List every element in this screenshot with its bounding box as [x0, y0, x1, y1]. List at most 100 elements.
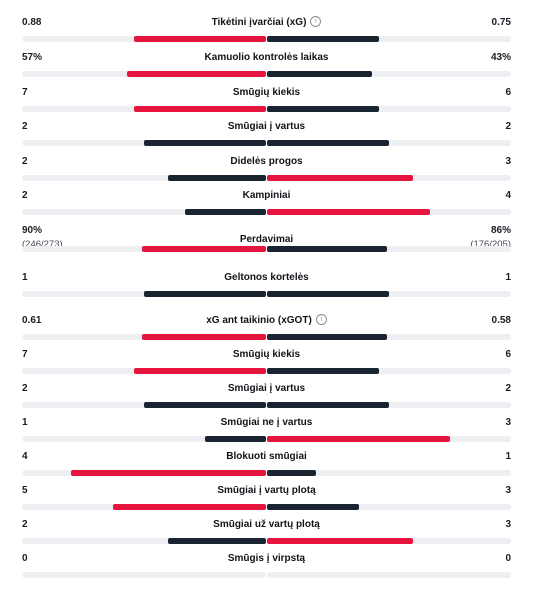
stat-label-text: Smūgiai už vartų plotą — [213, 519, 320, 530]
home-bar-track — [22, 538, 266, 544]
stat-label: Smūgiai į vartus — [0, 120, 533, 134]
stat-label-text: Blokuoti smūgiai — [226, 451, 307, 462]
home-bar-fill — [168, 175, 266, 181]
home-value-text: 57% — [22, 52, 43, 63]
home-bar-track — [22, 470, 266, 476]
away-bar-fill — [267, 71, 372, 77]
away-value-text: 1 — [505, 272, 511, 283]
stat-label-text: Smūgis į virpstą — [227, 553, 306, 564]
stat-label: Smūgiai į vartų plotą — [0, 484, 533, 498]
away-value: 2 — [505, 382, 511, 396]
stat-label: Smūgiai ne į vartus — [0, 416, 533, 430]
stat-label-text: Kamuolio kontrolės laikas — [204, 52, 329, 63]
home-value-text: 2 — [22, 121, 28, 132]
home-bar-track — [22, 106, 266, 112]
home-value-text: 2 — [22, 383, 28, 394]
home-value-text: 2 — [22, 519, 28, 530]
home-value: 1 — [22, 271, 28, 285]
stat-label: Smūgių kiekis — [0, 348, 533, 362]
home-bar-fill — [134, 106, 266, 112]
home-value: 57% — [22, 51, 42, 65]
away-bar-track — [267, 71, 511, 77]
stat-label: Smūgių kiekis — [0, 86, 533, 100]
stat-label-text: Smūgiai į vartus — [227, 383, 306, 394]
away-value: 4 — [505, 189, 511, 203]
away-value: 1 — [505, 450, 511, 464]
home-value-text: 5 — [22, 485, 28, 496]
home-bar-fill — [71, 470, 266, 476]
stat-row-perdavimai: Perdavimai 90% (246/273) 86% (176/205) — [0, 224, 533, 258]
info-icon[interactable]: i — [310, 15, 322, 27]
home-bar-fill — [144, 291, 266, 297]
away-value: 3 — [505, 518, 511, 532]
stat-label-text: Smūgiai į vartų plotą — [217, 485, 316, 496]
info-icon[interactable]: i — [315, 313, 327, 325]
home-bar-track — [22, 436, 266, 442]
stat-label: xG ant taikinio (xGOT) i — [0, 313, 533, 328]
stat-label: Kampiniai — [0, 189, 533, 203]
home-value-text: 2 — [22, 156, 28, 167]
stat-label: Blokuoti smūgiai — [0, 450, 533, 464]
stat-label: Didelės progos — [0, 155, 533, 169]
stat-label-text: xG ant taikinio (xGOT) — [206, 315, 312, 326]
away-bar-track — [267, 291, 511, 297]
home-bar-track — [22, 175, 266, 181]
home-bar-fill — [134, 36, 266, 42]
stat-row-smugiu-kiekis: Smūgių kiekis 7 6 — [0, 86, 533, 120]
stat-row-smugiai-i-vartu-plota: Smūgiai į vartų plotą 5 3 — [0, 484, 533, 518]
stat-label: Tikėtini įvarčiai (xG) i — [0, 15, 533, 30]
home-value: 2 — [22, 189, 28, 203]
home-bar-track — [22, 209, 266, 215]
home-value: 4 — [22, 450, 28, 464]
away-bar-track — [267, 572, 511, 578]
stat-row-blokuoti-smugiai: Blokuoti smūgiai 4 1 — [0, 450, 533, 484]
away-bar-track — [267, 504, 511, 510]
stat-label-text: Smūgiai į vartus — [227, 121, 306, 132]
stat-row-smugis-i-virpsta: Smūgis į virpstą 0 0 — [0, 552, 533, 586]
stat-row-kamuolio-kontroles-laikas: Kamuolio kontrolės laikas 57% 43% — [0, 51, 533, 85]
home-bar-fill — [142, 334, 266, 340]
home-value: 0.88 — [22, 16, 41, 30]
home-value-text: 0 — [22, 553, 28, 564]
stat-label-text: Geltonos kortelės — [224, 272, 309, 283]
away-value: 3 — [505, 484, 511, 498]
home-value-text: 7 — [22, 349, 28, 360]
away-value-text: 0.75 — [491, 17, 511, 28]
stat-label-text: Smūgiai ne į vartus — [220, 417, 313, 428]
away-value: 2 — [505, 120, 511, 134]
stat-label-text: Smūgių kiekis — [232, 87, 301, 98]
stat-label: Kamuolio kontrolės laikas — [0, 51, 533, 65]
home-bar-fill — [134, 368, 266, 374]
away-value: 3 — [505, 416, 511, 430]
stat-row-smugiai-i-vartus: Smūgiai į vartus 2 2 — [0, 382, 533, 416]
away-bar-track — [267, 334, 511, 340]
away-value-text: 43% — [490, 52, 511, 63]
stat-label-text: Perdavimai — [239, 234, 294, 245]
shot-stats-section: xG ant taikinio (xGOT) i 0.61 0.58 Smūgių ki… — [0, 306, 533, 590]
away-bar-fill — [267, 538, 413, 544]
away-value: 1 — [505, 271, 511, 285]
away-bar-track — [267, 402, 511, 408]
away-bar-track — [267, 470, 511, 476]
away-value: 86% (176/205) — [470, 224, 511, 252]
home-bar-track — [22, 572, 266, 578]
home-value: 2 — [22, 518, 28, 532]
home-bar-fill — [144, 140, 266, 146]
away-bar-fill — [267, 106, 379, 112]
away-bar-track — [267, 436, 511, 442]
home-value-text: 1 — [22, 417, 28, 428]
home-value: 1 — [22, 416, 28, 430]
stat-row-smugiai-i-vartus: Smūgiai į vartus 2 2 — [0, 120, 533, 154]
home-bar-track — [22, 368, 266, 374]
stat-row-smugiai-ne-i-vartus: Smūgiai ne į vartus 1 3 — [0, 416, 533, 450]
home-bar-track — [22, 71, 266, 77]
away-bar-track — [267, 209, 511, 215]
stat-row-kampiniai: Kampiniai 2 4 — [0, 189, 533, 223]
stat-label: Smūgis į virpstą — [0, 552, 533, 566]
home-value: 2 — [22, 382, 28, 396]
home-value-text: 4 — [22, 451, 28, 462]
away-bar-track — [267, 368, 511, 374]
home-value: 0.61 — [22, 314, 41, 328]
home-value-text: 1 — [22, 272, 28, 283]
home-value: 7 — [22, 86, 28, 100]
